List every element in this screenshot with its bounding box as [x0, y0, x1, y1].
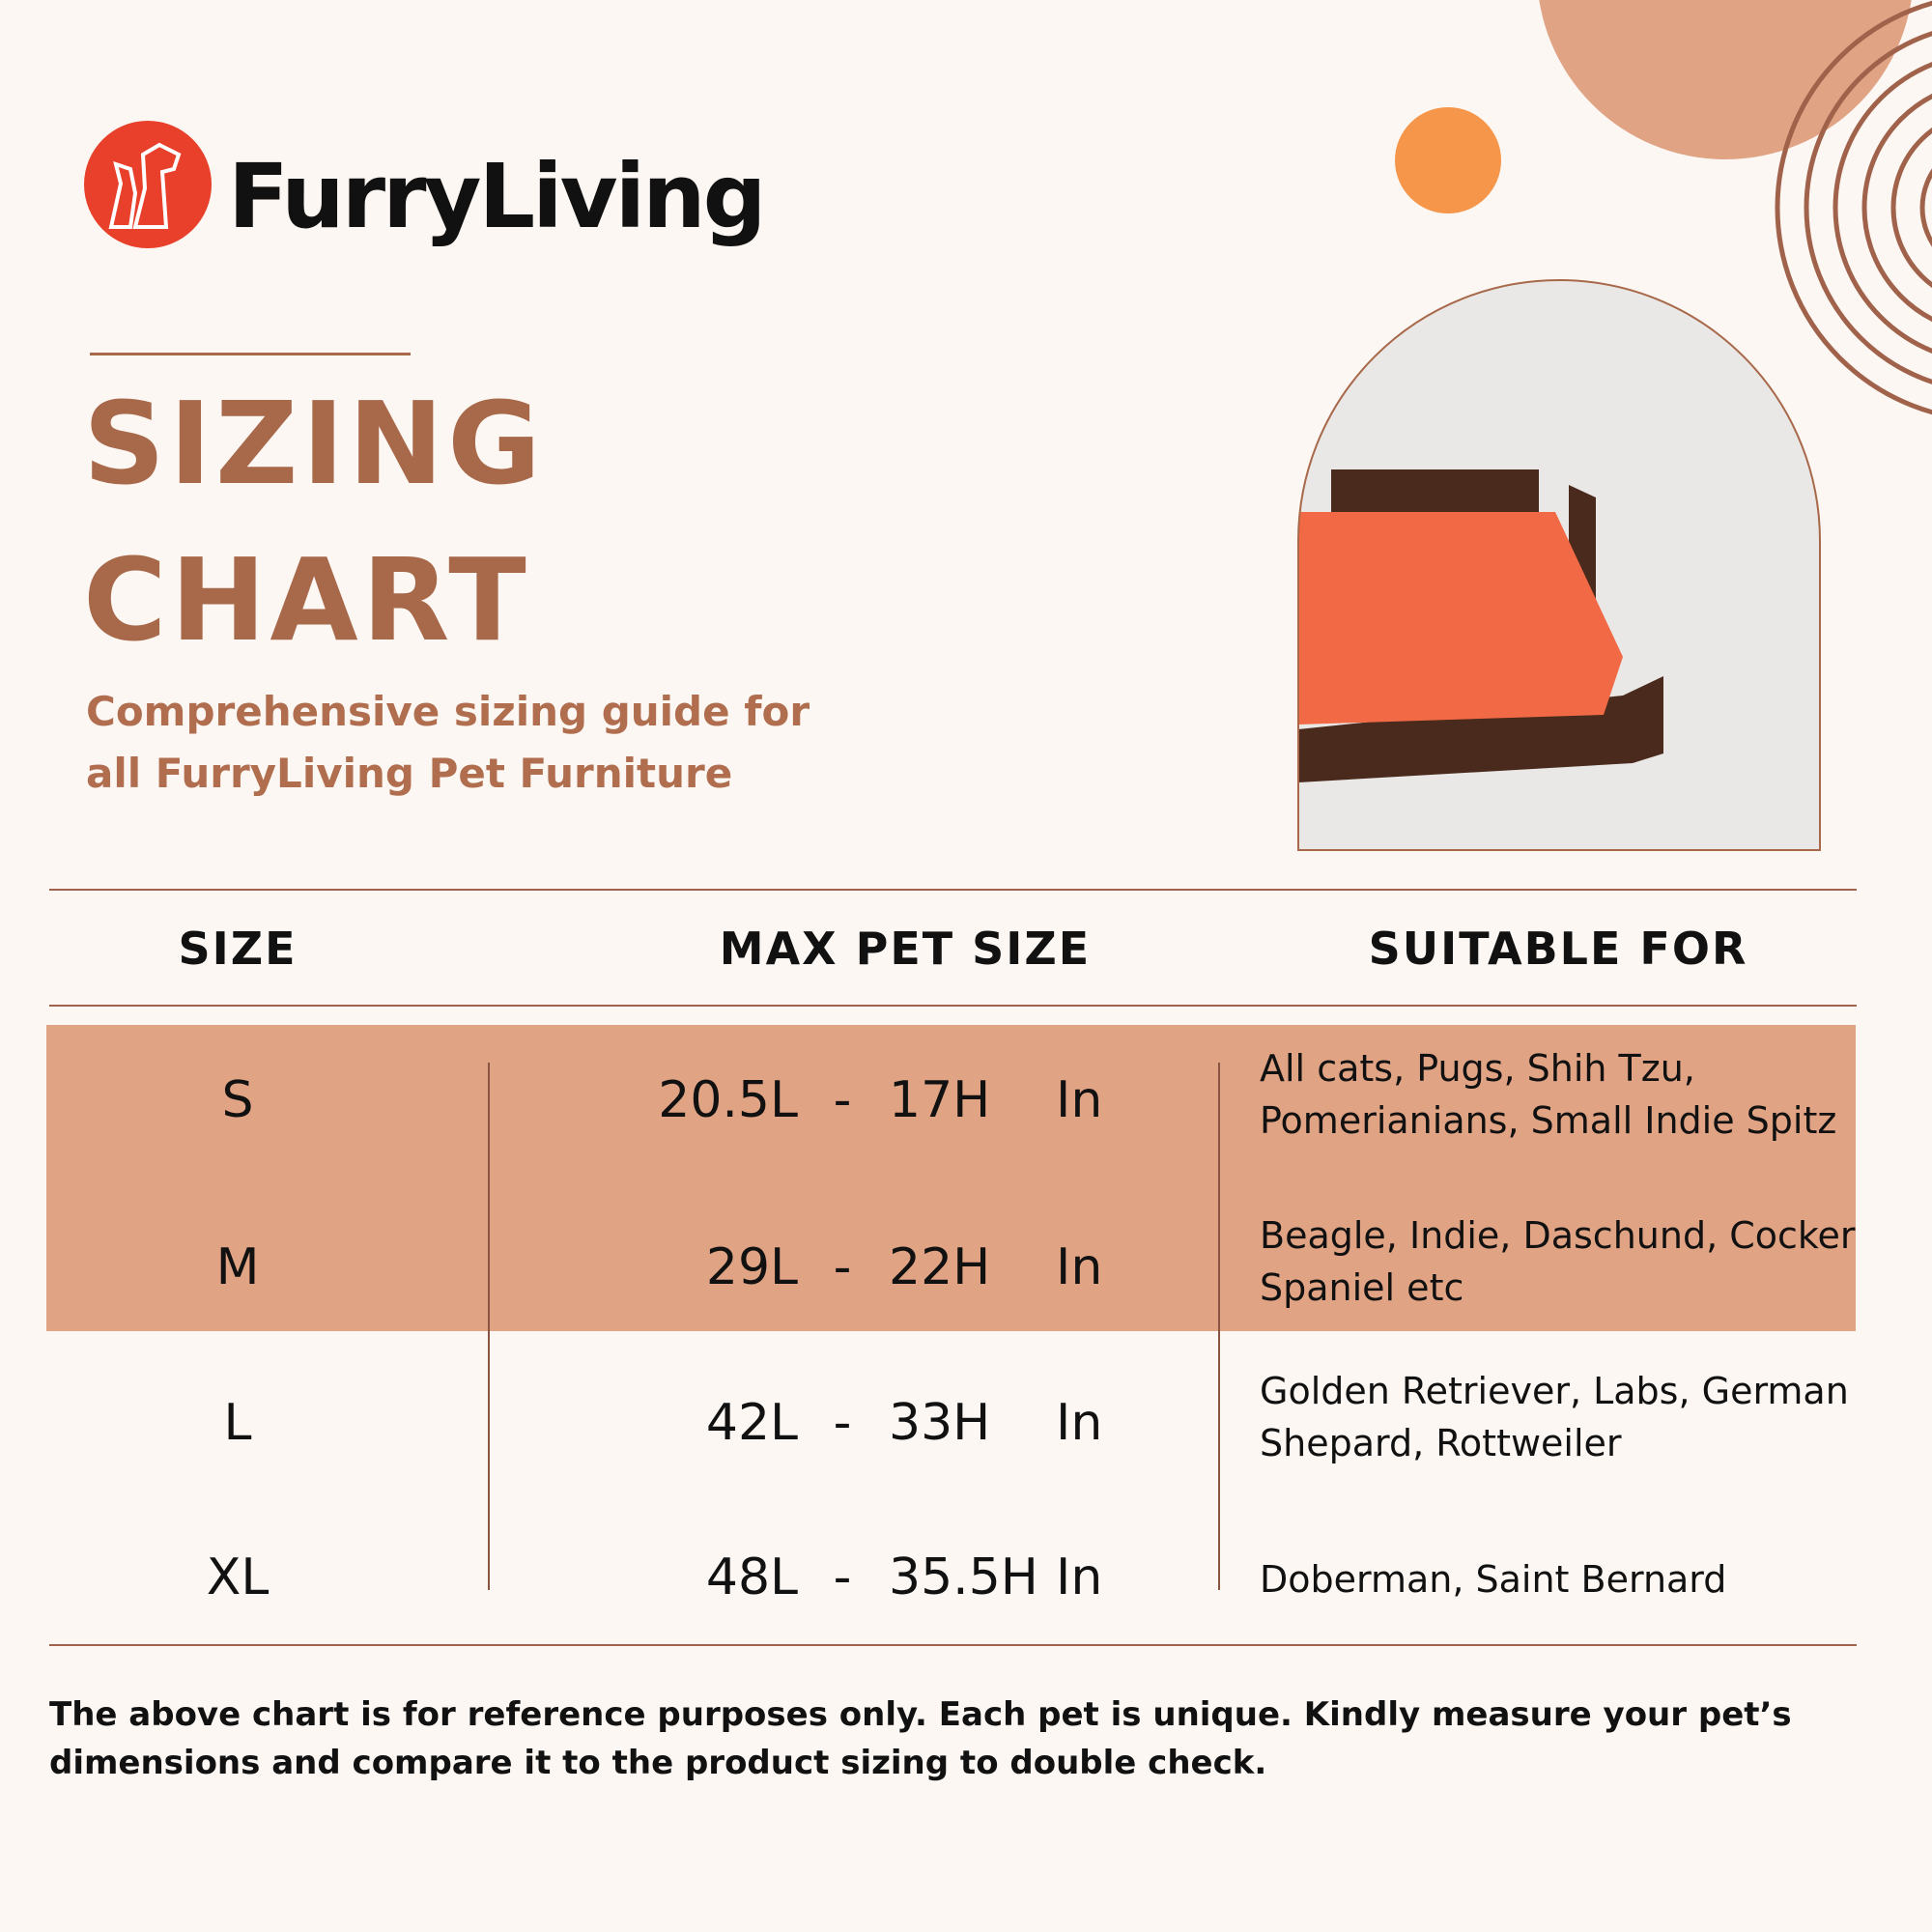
height-cell: 22H: [889, 1238, 991, 1296]
size-cell: L: [223, 1394, 252, 1452]
separator: -: [833, 1548, 852, 1606]
column-divider: [488, 1063, 490, 1590]
column-header: SUITABLE FOR: [1368, 923, 1748, 975]
length-cell: 29L: [705, 1238, 798, 1296]
unit-cell: In: [1056, 1548, 1103, 1606]
height-cell: 35.5H: [889, 1548, 1038, 1606]
highlight-band: [46, 1025, 1856, 1331]
height-cell: 33H: [889, 1394, 991, 1452]
table-rule: [49, 889, 1857, 891]
logo-pets: [108, 142, 182, 229]
table-rule: [49, 1644, 1857, 1646]
rings: [1775, 0, 1932, 415]
unit-cell: In: [1056, 1071, 1103, 1129]
logo-circle: [84, 121, 212, 248]
separator: -: [833, 1394, 852, 1452]
column-header: MAX PET SIZE: [719, 923, 1092, 975]
separator: -: [833, 1071, 852, 1129]
length-cell: 20.5L: [658, 1071, 798, 1129]
product-photo: [1298, 280, 1820, 850]
column-header: SIZE: [178, 923, 298, 975]
size-cell: S: [221, 1071, 254, 1129]
separator: -: [833, 1238, 852, 1296]
unit-cell: In: [1056, 1394, 1103, 1452]
length-cell: 48L: [705, 1548, 798, 1606]
suitable-cell: All cats, Pugs, Shih Tzu, Pomerianians, …: [1260, 1047, 1837, 1142]
table-rule: [49, 1005, 1857, 1007]
orange-dot: [1395, 107, 1501, 213]
peach-blob: [1539, 0, 1912, 159]
length-cell: 42L: [705, 1394, 798, 1452]
height-cell: 17H: [889, 1071, 991, 1129]
arch-frame: [1297, 279, 1821, 851]
title-rule: [90, 353, 411, 355]
suitable-cell: Golden Retriever, Labs, German Shepard, …: [1260, 1370, 1849, 1464]
title-line: CHART: [83, 533, 530, 667]
unit-cell: In: [1056, 1238, 1103, 1296]
suitable-cell: Doberman, Saint Bernard: [1260, 1558, 1727, 1601]
column-divider: [1218, 1063, 1220, 1590]
disclaimer: The above chart is for reference purpose…: [49, 1695, 1792, 1782]
brand-name: FurryLiving: [228, 145, 766, 248]
title-line: SIZING: [83, 377, 545, 510]
size-cell: M: [215, 1238, 260, 1296]
suitable-cell: Beagle, Indie, Daschund, Cocker Spaniel …: [1260, 1214, 1856, 1309]
size-cell: XL: [206, 1548, 270, 1606]
subtitle: Comprehensive sizing guide for all Furry…: [86, 688, 810, 797]
